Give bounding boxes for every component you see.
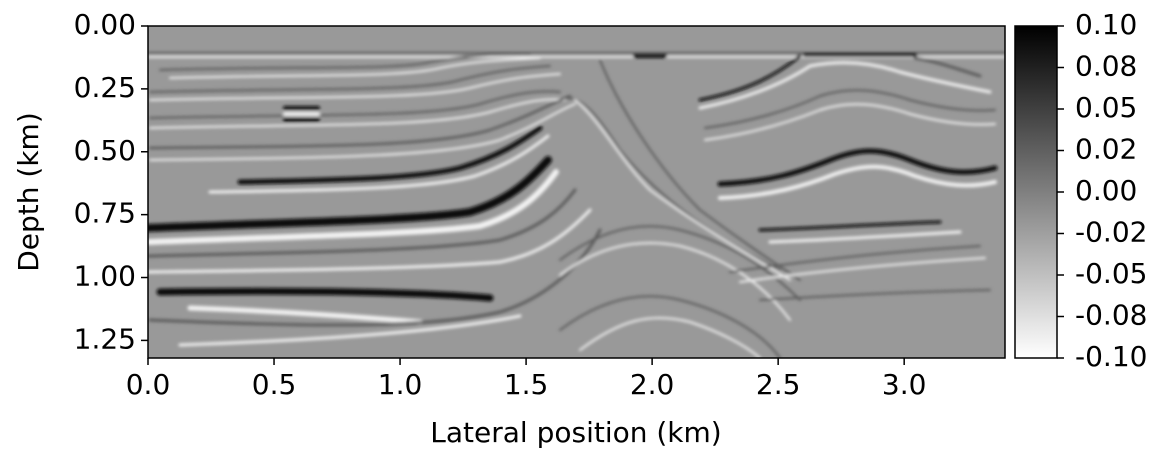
colorbar — [1014, 25, 1058, 359]
x-tick-label: 2.5 — [756, 368, 801, 401]
x-axis-label: Lateral position (km) — [430, 416, 721, 449]
colorbar-tick-label: -0.05 — [1075, 257, 1147, 290]
y-tick-label: 1.00 — [74, 260, 136, 293]
colorbar-tick-label: -0.02 — [1075, 216, 1147, 249]
y-tick-label: 0.75 — [74, 197, 136, 230]
y-tick-label: 1.25 — [74, 322, 136, 355]
plot-frame — [147, 25, 1006, 359]
y-tick-label: 0.50 — [74, 134, 136, 167]
x-tick-label: 3.0 — [882, 368, 927, 401]
x-tick-label: 0.5 — [252, 368, 297, 401]
colorbar-tick-label: 0.05 — [1075, 91, 1137, 124]
colorbar-tick-label: 0.08 — [1075, 50, 1137, 83]
x-tick-label: 2.0 — [630, 368, 675, 401]
reflectors — [148, 52, 1005, 358]
colorbar-tick-label: -0.10 — [1075, 340, 1147, 373]
x-tick-label: 0.0 — [126, 368, 171, 401]
colorbar-tick-label: -0.08 — [1075, 299, 1147, 332]
colorbar-tick-label: 0.00 — [1075, 174, 1137, 207]
colorbar-tick-label: 0.10 — [1075, 8, 1137, 41]
y-tick-label: 0.00 — [74, 8, 136, 41]
seismic-image — [148, 26, 1005, 358]
y-axis-label: Depth (km) — [12, 112, 45, 272]
colorbar-tick-label: 0.02 — [1075, 133, 1137, 166]
x-tick-label: 1.0 — [378, 368, 423, 401]
y-tick-label: 0.25 — [74, 71, 136, 104]
x-tick-label: 1.5 — [504, 368, 549, 401]
